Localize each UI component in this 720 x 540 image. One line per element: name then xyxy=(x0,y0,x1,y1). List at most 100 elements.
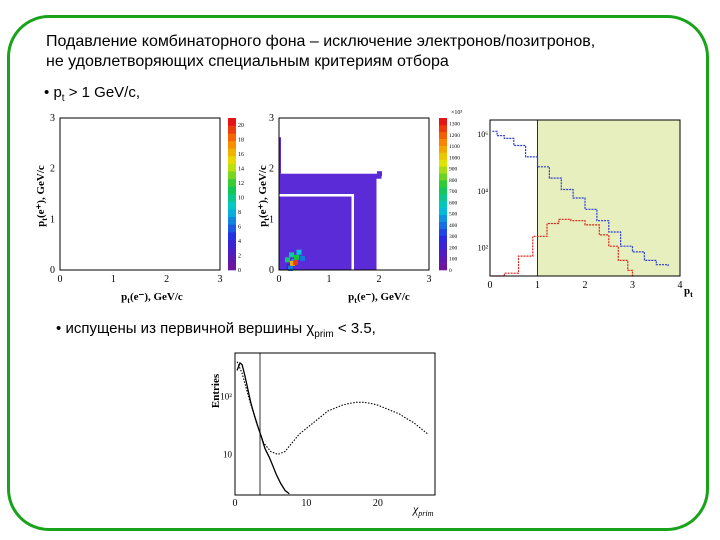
x-tick-label: 0 xyxy=(488,280,493,291)
z-tick-label: 400 xyxy=(449,223,458,229)
y-tick-label: 1 xyxy=(50,214,55,225)
heatmap-region xyxy=(279,173,382,179)
palette-step xyxy=(228,148,236,157)
y-tick-labels: 10 10² xyxy=(220,391,232,459)
plot-frame xyxy=(234,352,436,496)
slide-title: Подавление комбинаторного фона – исключе… xyxy=(46,32,686,72)
series-line-dotted xyxy=(236,361,429,455)
z-tick-label: 1100 xyxy=(449,144,460,150)
z-tick-label: 2 xyxy=(238,254,241,260)
y-axis-label: pt(e⁺), GeV/c xyxy=(35,165,49,227)
x-tick-labels: 0 1 2 3 xyxy=(277,274,432,285)
z-tick-label: 500 xyxy=(449,212,458,218)
y-axis-label: pt(e⁺), GeV/c xyxy=(257,165,271,227)
palette-step xyxy=(228,201,236,210)
x-tick-labels: 0 1 2 3 4 xyxy=(488,280,683,291)
y-tick-labels: 0 1 2 3 xyxy=(50,113,55,276)
y-tick-label: 10⁴ xyxy=(477,187,488,196)
heatmap-cell xyxy=(288,265,293,271)
heatmap-cell xyxy=(300,255,305,261)
palette-step xyxy=(228,186,236,195)
z-tick-label: 600 xyxy=(449,200,458,206)
palette-step xyxy=(439,145,447,153)
palette-step xyxy=(228,239,236,248)
palette-step xyxy=(439,124,447,133)
palette-step xyxy=(439,207,447,216)
z-tick-label: 20 xyxy=(238,123,244,129)
spectrum-series xyxy=(492,130,669,277)
x-tick-label: 3 xyxy=(630,280,635,291)
palette-step xyxy=(439,256,447,264)
palette-step xyxy=(439,131,447,140)
heatmap-cell xyxy=(289,252,294,258)
palette-step xyxy=(439,152,447,160)
title-line-1: Подавление комбинаторного фона – исключе… xyxy=(46,33,596,50)
z-tick-label: 100 xyxy=(449,257,458,263)
heatmap-cell xyxy=(293,259,298,265)
bullet-dot: • xyxy=(44,84,50,101)
heatmap-region xyxy=(377,171,382,177)
x-tick-label: 20 xyxy=(373,498,383,509)
z-exponent-label: ×10³ xyxy=(451,110,462,116)
x-tick-label: 0 xyxy=(277,274,282,285)
y-tick-label: 10² xyxy=(220,391,232,401)
palette-step xyxy=(439,166,447,174)
bullet-text: испущены из первичной вершины χprim < 3.… xyxy=(65,320,376,340)
palette-step xyxy=(228,194,236,202)
palette-step xyxy=(439,200,447,209)
chi-series xyxy=(236,361,429,495)
palette-step xyxy=(439,235,447,243)
x-tick-label: 0 xyxy=(233,498,238,509)
color-palette-bar xyxy=(439,118,447,271)
heatmap-cell xyxy=(294,254,299,260)
x-tick-label: 1 xyxy=(535,280,540,291)
series-line-blue xyxy=(492,130,669,267)
z-tick-label: 300 xyxy=(449,234,458,240)
x-tick-label: 1 xyxy=(327,274,332,285)
heatmap-pt-correlation-plot-2: ×10³ 0 1 2 3 0 1 2 3 0 100 200 300 400 500 600 700 800… xyxy=(257,110,462,305)
palette-step xyxy=(439,138,447,146)
z-tick-label: 14 xyxy=(238,167,244,173)
palette-step xyxy=(228,232,236,240)
x-tick-label: 1 xyxy=(111,274,116,285)
y-tick-label: 2 xyxy=(50,164,55,175)
x-axis-label: pt(e⁻), GeV/c xyxy=(348,291,410,305)
y-tick-label: 1 xyxy=(269,214,274,225)
pt-spectrum-plot: 0 1 2 3 4 10² 10⁴ 10⁶ pt xyxy=(477,119,693,299)
palette-step xyxy=(439,187,447,195)
heatmap-cell xyxy=(290,260,295,266)
plot-frame xyxy=(489,119,681,277)
heatmap-region xyxy=(279,137,281,174)
palette-step xyxy=(439,221,447,229)
title-line-2: не удовлетворяющих специальным критериям… xyxy=(46,53,449,70)
x-axis-label: χprim xyxy=(412,502,434,518)
y-tick-label: 0 xyxy=(269,265,274,276)
y-tick-label: 3 xyxy=(50,113,55,124)
slide-frame xyxy=(7,15,709,531)
x-tick-label: 3 xyxy=(218,274,223,285)
palette-step xyxy=(228,133,236,142)
z-tick-label: 10 xyxy=(238,196,244,202)
palette-step xyxy=(228,156,236,164)
palette-step xyxy=(439,242,447,250)
palette-step xyxy=(228,125,236,134)
x-tick-label: 10 xyxy=(301,498,311,509)
heatmap-cell xyxy=(285,257,290,263)
z-tick-label: 16 xyxy=(238,152,244,158)
palette-step xyxy=(439,194,447,202)
palette-step xyxy=(228,247,236,256)
plot-frame xyxy=(59,117,221,271)
y-tick-labels: 0 1 2 3 xyxy=(269,113,274,276)
palette-step xyxy=(228,216,236,225)
z-tick-labels: 0 100 200 300 400 500 600 700 800 900 1000 1100 1200… xyxy=(449,122,460,274)
z-tick-label: 18 xyxy=(238,138,244,144)
z-tick-label: 0 xyxy=(238,268,241,274)
chi-prim-distribution-plot: 0 10 20 10 10² χprim Entries xyxy=(210,352,436,518)
bullet-dot: • xyxy=(56,320,62,337)
palette-step xyxy=(439,249,447,257)
z-tick-label: 8 xyxy=(238,210,241,216)
y-tick-labels: 10² 10⁴ 10⁶ xyxy=(477,130,488,252)
palette-step xyxy=(228,163,236,172)
x-tick-label: 2 xyxy=(164,274,169,285)
